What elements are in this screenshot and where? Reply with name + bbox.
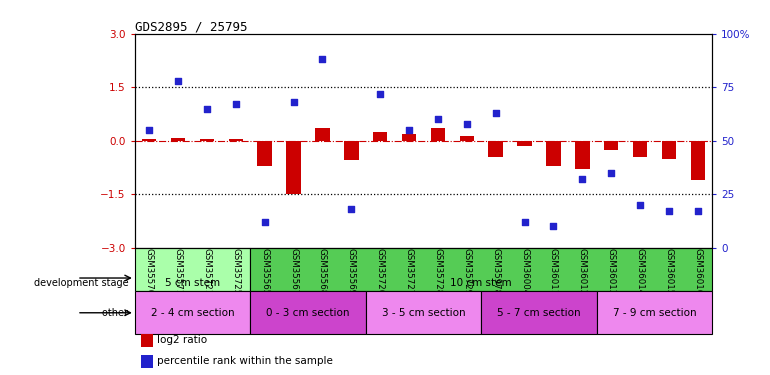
Text: GSM35571: GSM35571 xyxy=(173,249,182,296)
Point xyxy=(460,121,473,127)
Point xyxy=(663,208,675,214)
Text: GSM36012: GSM36012 xyxy=(578,249,587,296)
Text: GSM35721: GSM35721 xyxy=(203,249,212,296)
Text: GSM36011: GSM36011 xyxy=(549,249,558,296)
Text: GSM35726: GSM35726 xyxy=(376,249,385,296)
Text: GSM35729: GSM35729 xyxy=(462,249,471,296)
Text: GSM35978: GSM35978 xyxy=(491,249,500,296)
Bar xyxy=(286,141,301,194)
Bar xyxy=(199,139,214,141)
Text: 2 - 4 cm section: 2 - 4 cm section xyxy=(151,308,234,318)
Text: GSM35728: GSM35728 xyxy=(434,249,443,296)
Bar xyxy=(315,128,330,141)
Bar xyxy=(597,291,712,334)
Point xyxy=(345,206,357,212)
Text: GSM35565: GSM35565 xyxy=(260,249,269,296)
Point xyxy=(605,170,618,176)
Bar xyxy=(373,132,387,141)
Bar xyxy=(517,141,532,146)
Point xyxy=(634,202,646,208)
Point xyxy=(201,106,213,112)
Bar xyxy=(135,291,250,334)
Bar xyxy=(257,141,272,166)
Bar xyxy=(691,141,705,180)
Bar xyxy=(142,139,156,141)
Bar xyxy=(604,141,618,150)
Point xyxy=(374,91,387,97)
Text: GSM35570: GSM35570 xyxy=(145,249,154,296)
Text: 3 - 5 cm section: 3 - 5 cm section xyxy=(382,308,465,318)
Text: development stage: development stage xyxy=(34,278,135,288)
Text: 0 - 3 cm section: 0 - 3 cm section xyxy=(266,308,350,318)
Bar xyxy=(546,141,561,166)
Point xyxy=(547,223,560,229)
Point xyxy=(316,56,329,62)
Point xyxy=(576,176,588,182)
Point xyxy=(490,110,502,116)
Bar xyxy=(171,138,186,141)
Point xyxy=(403,127,415,133)
Text: GSM35727: GSM35727 xyxy=(404,249,413,296)
Text: GSM35725: GSM35725 xyxy=(231,249,240,296)
Bar xyxy=(250,248,712,291)
Text: GDS2895 / 25795: GDS2895 / 25795 xyxy=(135,21,247,34)
Text: other: other xyxy=(102,308,135,318)
Text: 10 cm stem: 10 cm stem xyxy=(450,278,512,288)
Point xyxy=(432,116,444,122)
Bar xyxy=(366,291,481,334)
Point xyxy=(259,219,271,225)
Bar xyxy=(430,128,445,141)
Bar xyxy=(250,291,366,334)
Text: GSM36014: GSM36014 xyxy=(635,249,644,296)
Text: 5 - 7 cm section: 5 - 7 cm section xyxy=(497,308,581,318)
Point xyxy=(287,99,300,105)
Bar xyxy=(140,355,153,368)
Text: GSM36004: GSM36004 xyxy=(520,249,529,296)
Bar xyxy=(344,141,359,160)
Point xyxy=(172,78,184,84)
Bar xyxy=(460,136,474,141)
Text: percentile rank within the sample: percentile rank within the sample xyxy=(157,356,333,366)
Bar xyxy=(402,134,417,141)
Text: GSM35568: GSM35568 xyxy=(318,249,327,296)
Text: 7 - 9 cm section: 7 - 9 cm section xyxy=(613,308,696,318)
Text: log2 ratio: log2 ratio xyxy=(157,335,207,345)
Point xyxy=(229,101,242,107)
Point xyxy=(143,127,156,133)
Text: GSM36016: GSM36016 xyxy=(693,249,702,296)
Text: GSM36015: GSM36015 xyxy=(665,249,674,296)
Bar xyxy=(229,139,243,141)
Bar xyxy=(575,141,590,169)
Bar xyxy=(481,291,597,334)
Point xyxy=(691,208,704,214)
Text: GSM36013: GSM36013 xyxy=(607,249,616,296)
Bar xyxy=(633,141,648,157)
Text: 5 cm stem: 5 cm stem xyxy=(165,278,220,288)
Bar xyxy=(135,248,250,291)
Point xyxy=(518,219,531,225)
Bar xyxy=(661,141,676,159)
Bar xyxy=(488,141,503,157)
Text: GSM35569: GSM35569 xyxy=(346,249,356,296)
Bar xyxy=(140,334,153,346)
Text: GSM35567: GSM35567 xyxy=(289,249,298,296)
